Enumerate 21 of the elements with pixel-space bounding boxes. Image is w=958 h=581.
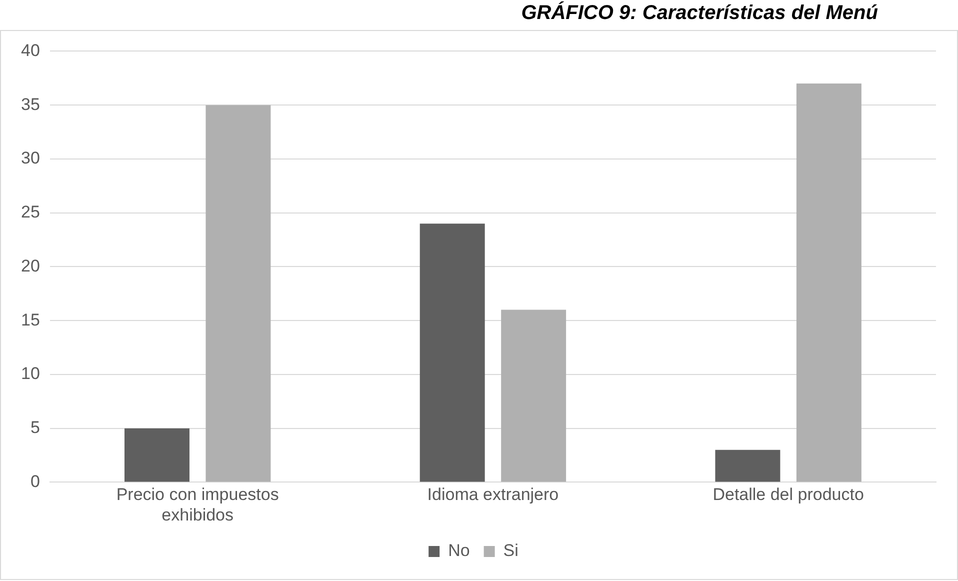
y-tick-label: 25 <box>20 202 40 222</box>
legend-label: Si <box>503 541 518 560</box>
bar <box>796 84 862 482</box>
bar <box>420 224 485 482</box>
y-tick-label: 15 <box>20 310 40 330</box>
x-tick-label: Detalle del producto <box>712 485 864 504</box>
y-tick-label: 10 <box>20 364 40 384</box>
chart-title: GRÁFICO 9: Características del Menú <box>520 2 879 25</box>
x-tick-label: Idioma extranjero <box>427 485 559 504</box>
y-tick-label: 0 <box>30 472 40 491</box>
bar <box>501 310 566 482</box>
x-tick-label: Precio con impuestos exhibidos <box>116 485 279 524</box>
y-tick-label: 20 <box>20 256 40 276</box>
bar <box>715 450 780 482</box>
y-tick-label: 30 <box>20 148 40 168</box>
legend-label: No <box>448 541 470 560</box>
bar <box>206 105 271 482</box>
y-tick-label: 5 <box>30 418 40 438</box>
bar <box>124 428 190 482</box>
y-tick-label: 35 <box>20 94 40 114</box>
y-tick-label: 40 <box>20 40 40 60</box>
